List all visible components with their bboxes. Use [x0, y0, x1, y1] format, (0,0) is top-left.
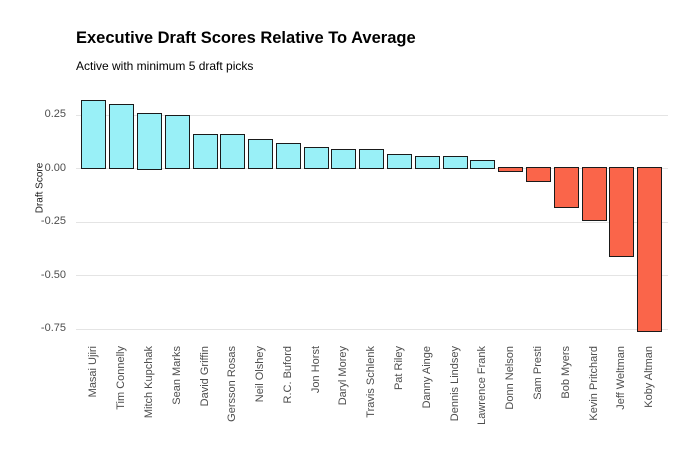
x-tick-label: Donn Nelson [504, 346, 517, 410]
chart-subtitle: Active with minimum 5 draft picks [76, 59, 254, 73]
gridline [76, 328, 668, 330]
y-tick-label: -0.75 [40, 322, 66, 334]
x-tick-label: David Griffin [198, 346, 211, 407]
bar [637, 166, 663, 333]
x-tick-label: Gersson Rosas [226, 346, 239, 422]
bar [275, 142, 301, 170]
bar [109, 104, 135, 170]
x-tick-label: Lawrence Frank [476, 346, 489, 425]
bar [498, 166, 524, 172]
x-tick-label: Tim Connelly [115, 346, 128, 410]
x-tick-label: Jeff Weltman [615, 346, 628, 410]
x-tick-label: Daryl Morey [337, 346, 350, 406]
x-tick-label: Pat Riley [393, 346, 406, 391]
x-tick-label: Mitch Kupchak [142, 346, 155, 419]
bar [331, 149, 357, 170]
chart-title: Executive Draft Scores Relative To Avera… [76, 29, 416, 47]
bar [303, 147, 329, 170]
x-tick-label: Travis Schlenk [365, 346, 378, 418]
x-tick-label: Danny Ainge [420, 346, 433, 409]
x-tick-label: R.C. Buford [281, 346, 294, 404]
gridline [76, 221, 668, 223]
bar [581, 166, 607, 221]
x-tick-label: Dennis Lindsey [448, 346, 461, 422]
bar [609, 166, 635, 258]
bar [359, 149, 385, 170]
x-tick-label: Masai Ujiri [87, 346, 100, 398]
y-tick-label: -0.25 [40, 215, 66, 227]
x-tick-label: Koby Altman [643, 346, 656, 408]
bar [164, 115, 190, 170]
y-tick-label: 0.25 [44, 108, 66, 120]
x-tick-label: Neil Olshey [254, 346, 267, 403]
gridline [76, 114, 668, 116]
bar [248, 138, 274, 170]
bar [220, 134, 246, 170]
bar [414, 155, 440, 170]
bar [81, 100, 107, 170]
bar [553, 166, 579, 209]
x-tick-label: Kevin Pritchard [587, 346, 600, 421]
x-tick-label: Bob Myers [559, 346, 572, 399]
y-tick-label: 0.00 [44, 161, 66, 174]
x-tick-label: Sam Presti [531, 346, 544, 400]
x-tick-label: Sean Marks [170, 346, 183, 405]
bar [136, 113, 162, 170]
bar [192, 134, 218, 170]
y-tick-label: -0.50 [40, 268, 66, 281]
gridline [76, 275, 668, 276]
bar [442, 155, 468, 170]
bar [470, 160, 496, 170]
bar [387, 153, 413, 170]
x-tick-label: Jon Horst [309, 346, 322, 394]
bar [525, 166, 551, 183]
plot-panel [76, 93, 668, 339]
